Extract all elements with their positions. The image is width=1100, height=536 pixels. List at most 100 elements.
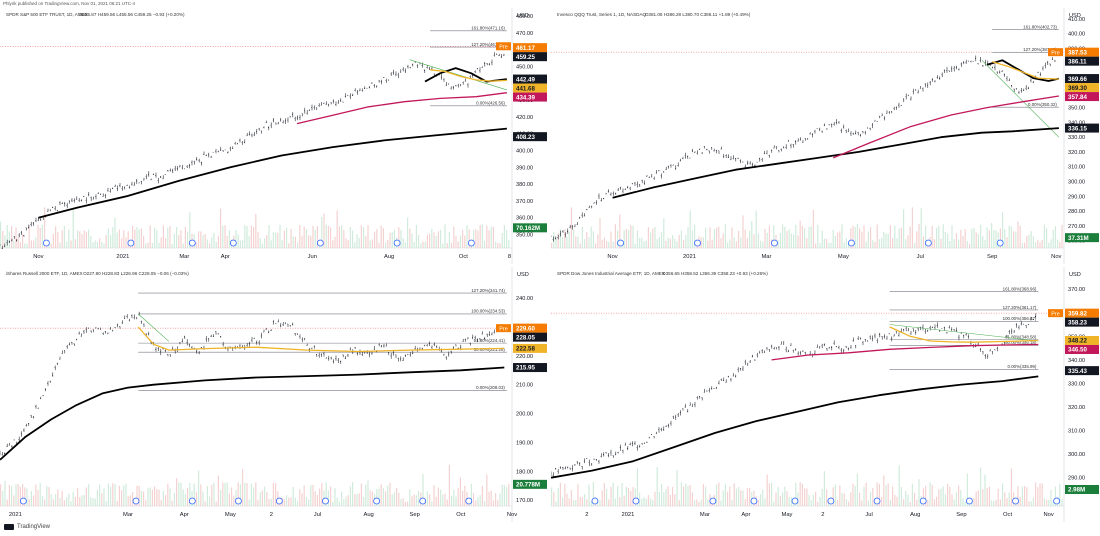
volume-bar [495, 241, 497, 248]
volume-bar [790, 496, 792, 506]
chart-svg-iwm[interactable]: iShares Russell 2000 ETF, 1D, AMEX O227.8… [0, 267, 548, 522]
fib-level-label: 61.80%(224.41) [474, 338, 506, 343]
y-tick-label: 320.00 [1068, 405, 1085, 411]
y-tick-label: 380.00 [516, 182, 533, 188]
volume-bar [804, 228, 806, 248]
volume-bar [922, 488, 924, 506]
x-tick-label: 8 [508, 254, 511, 260]
volume-bar [782, 492, 784, 506]
chart-title: Invesco QQQ Trust, Series 1, 1D, NASDAQ [557, 12, 647, 17]
volume-bar [568, 231, 570, 248]
volume-bar [722, 233, 724, 248]
axis-unit: USD [517, 272, 529, 278]
volume-bar [132, 225, 134, 248]
volume-bar [817, 224, 819, 248]
volume-bar [72, 208, 74, 248]
volume-bar [870, 227, 872, 248]
volume-bar [709, 227, 711, 248]
fib-level-label: 161.80%(402.73) [1023, 24, 1057, 29]
volume-bar [376, 488, 378, 506]
volume-bar [481, 224, 483, 248]
volume-bar [1006, 498, 1008, 506]
volume-bar [639, 492, 641, 506]
volume-bar [859, 492, 861, 506]
chart-panel-dia[interactable]: SPDR Dow Jones Industrial Average ETF, 1… [551, 267, 1100, 522]
volume-bar [180, 482, 182, 506]
volume-bar [1030, 231, 1032, 248]
volume-bar [292, 487, 294, 506]
volume-bar [632, 486, 634, 506]
x-tick-label: Jul [865, 512, 872, 518]
dividend-marker-icon [827, 497, 835, 505]
volume-bar [958, 239, 960, 248]
volume-bar [955, 492, 957, 506]
volume-bar [341, 491, 343, 506]
volume-bar [495, 493, 497, 506]
chart-svg-dia[interactable]: SPDR Dow Jones Industrial Average ETF, 1… [551, 267, 1100, 522]
tradingview-logo[interactable]: TradingView [4, 524, 50, 530]
chart-svg-qqq[interactable]: Invesco QQQ Trust, Series 1, 1D, NASDAQO… [551, 8, 1100, 264]
chart-panel-iwm[interactable]: iShares Russell 2000 ETF, 1D, AMEX O227.8… [0, 267, 548, 522]
volume-bar [669, 238, 671, 248]
volume-bar [143, 235, 145, 248]
volume-bar [636, 230, 638, 248]
volume-bar [608, 241, 610, 248]
volume-bar [187, 487, 189, 506]
volume-bar [440, 230, 442, 248]
volume-bar [652, 228, 654, 248]
x-tick-label: 2021 [621, 512, 634, 518]
volume-bar [821, 230, 823, 248]
volume-bar [17, 484, 19, 506]
volume-bar [374, 231, 376, 248]
volume-bar [303, 226, 305, 248]
x-tick-label: Sep [956, 512, 966, 518]
volume-bar [991, 500, 993, 506]
volume-bar [264, 486, 266, 506]
volume-bar [354, 242, 356, 248]
volume-bar [1013, 231, 1015, 248]
volume-bar [656, 467, 658, 506]
volume-bar [595, 243, 597, 248]
volume-bar [286, 495, 288, 506]
volume-bar [81, 495, 83, 506]
y-tick-label: 310.00 [1068, 165, 1085, 171]
volume-bar [949, 486, 951, 506]
volume-bar [878, 239, 880, 248]
volume-bar [779, 496, 781, 506]
price-label-badge [1065, 335, 1099, 345]
volume-bar [171, 243, 173, 248]
volume-bar [588, 484, 590, 506]
price-label-text: 369.66 [1068, 76, 1087, 83]
volume-bar [281, 240, 283, 248]
volume-bar [343, 229, 345, 248]
volume-bar [15, 227, 17, 248]
chart-panel-qqq[interactable]: Invesco QQQ Trust, Series 1, 1D, NASDAQ O… [551, 8, 1100, 264]
volume-bar [235, 229, 237, 248]
volume-bar [145, 243, 147, 248]
volume-bar [676, 469, 678, 506]
y-tick-label: 300.00 [1068, 180, 1085, 186]
volume-bar [887, 233, 889, 248]
volume-bar [440, 489, 442, 506]
volume-bar [1037, 487, 1039, 506]
volume-bar [672, 235, 674, 248]
volume-bar [332, 501, 334, 506]
chart-panel-spy[interactable]: SPDR S&P 500 ETF TRUST, 1D, AMEX O455.87 … [0, 8, 548, 264]
volume-bar [257, 231, 259, 248]
volume-bar [74, 239, 76, 248]
volume-bar [266, 235, 268, 248]
volume-bar [365, 236, 367, 248]
volume-bar [610, 231, 612, 248]
volume-bar [940, 488, 942, 506]
volume-bar [202, 235, 204, 248]
dividend-marker-icon [591, 497, 599, 505]
volume-bar [1019, 497, 1021, 506]
volume-bar [6, 499, 8, 506]
volume-bar [222, 482, 224, 506]
chart-svg-spy[interactable]: SPDR S&P 500 ETF TRUST, 1D, AMEXO455.87 … [0, 8, 548, 264]
volume-bar [812, 209, 814, 248]
volume-bar [680, 482, 682, 506]
price-label-badge [513, 363, 547, 373]
volume-bar [977, 234, 979, 248]
dividend-marker-icon [467, 239, 475, 247]
